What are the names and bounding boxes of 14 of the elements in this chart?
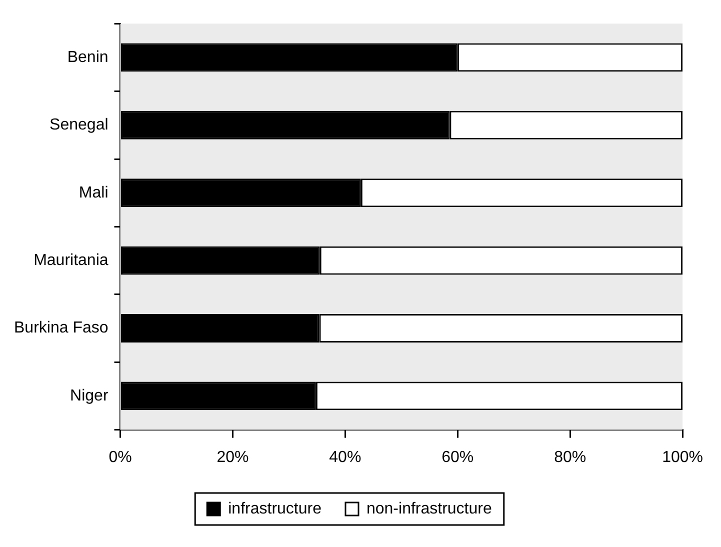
x-tick-label: 80% bbox=[554, 448, 586, 466]
y-tick-label: Benin bbox=[67, 48, 108, 66]
x-tick-label: 0% bbox=[108, 448, 132, 466]
x-tick-label: 60% bbox=[442, 448, 474, 466]
x-tick-label: 20% bbox=[216, 448, 249, 466]
y-tick-label: Mauritania bbox=[34, 252, 108, 269]
y-tick-label: Senegal bbox=[50, 116, 108, 134]
legend-label: non-infrastructure bbox=[366, 500, 492, 518]
legend-label: infrastructure bbox=[228, 500, 322, 518]
y-tick-label: Niger bbox=[70, 387, 109, 404]
y-tick-label: Mali bbox=[78, 184, 108, 202]
x-tick-label: 40% bbox=[329, 448, 362, 466]
x-tick-label: 100% bbox=[662, 448, 703, 466]
y-tick-label: Burkina Faso bbox=[14, 320, 108, 337]
